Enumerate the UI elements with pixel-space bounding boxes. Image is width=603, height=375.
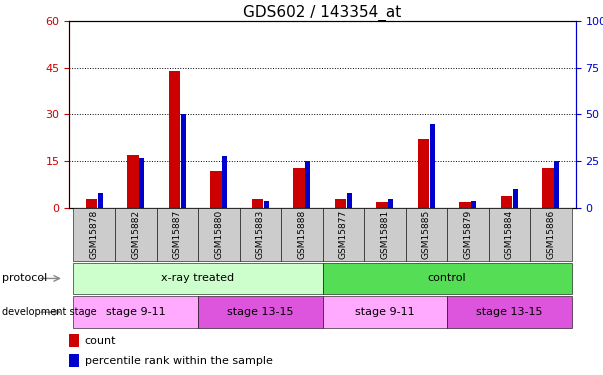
Text: GSM15879: GSM15879 xyxy=(464,210,472,259)
Bar xyxy=(335,199,346,208)
Bar xyxy=(323,262,572,294)
Text: GSM15877: GSM15877 xyxy=(339,210,348,259)
Bar xyxy=(264,201,268,208)
Bar xyxy=(169,70,180,208)
Bar xyxy=(198,208,239,261)
Bar xyxy=(115,208,157,261)
Text: stage 13-15: stage 13-15 xyxy=(476,307,543,317)
Bar xyxy=(293,168,305,208)
Bar xyxy=(251,199,264,208)
Bar xyxy=(198,296,323,328)
Bar xyxy=(181,114,186,208)
Bar xyxy=(388,199,393,208)
Text: control: control xyxy=(428,273,467,284)
Text: GSM15887: GSM15887 xyxy=(173,210,182,259)
Text: development stage: development stage xyxy=(2,307,96,317)
Text: stage 9-11: stage 9-11 xyxy=(106,307,166,317)
Bar xyxy=(139,158,144,208)
Bar xyxy=(281,208,323,261)
Bar xyxy=(98,193,103,208)
Bar xyxy=(447,296,572,328)
Bar xyxy=(69,334,79,347)
Text: GSM15882: GSM15882 xyxy=(131,210,140,259)
Bar xyxy=(406,208,447,261)
Text: GSM15880: GSM15880 xyxy=(214,210,223,259)
Text: count: count xyxy=(84,336,116,346)
Bar xyxy=(471,201,476,208)
Bar xyxy=(157,208,198,261)
Text: GSM15885: GSM15885 xyxy=(422,210,431,259)
Bar xyxy=(447,208,488,261)
Bar xyxy=(239,208,281,261)
Bar xyxy=(488,208,530,261)
Bar xyxy=(376,202,388,208)
Bar xyxy=(323,208,364,261)
Bar xyxy=(127,155,139,208)
Bar xyxy=(554,161,559,208)
Bar xyxy=(222,156,227,208)
Text: percentile rank within the sample: percentile rank within the sample xyxy=(84,356,273,366)
Bar xyxy=(459,202,471,208)
Bar xyxy=(74,208,115,261)
Text: GSM15886: GSM15886 xyxy=(546,210,555,259)
Text: stage 9-11: stage 9-11 xyxy=(355,307,415,317)
Bar xyxy=(210,171,222,208)
Bar xyxy=(513,189,518,208)
Bar xyxy=(430,124,435,208)
Text: GSM15881: GSM15881 xyxy=(380,210,390,259)
Text: x-ray treated: x-ray treated xyxy=(162,273,235,284)
Bar xyxy=(74,262,323,294)
Text: protocol: protocol xyxy=(2,273,47,284)
Text: stage 13-15: stage 13-15 xyxy=(227,307,294,317)
Bar xyxy=(364,208,406,261)
Text: GSM15884: GSM15884 xyxy=(505,210,514,259)
Bar xyxy=(69,354,79,367)
Text: GSM15888: GSM15888 xyxy=(297,210,306,259)
Title: GDS602 / 143354_at: GDS602 / 143354_at xyxy=(244,4,402,21)
Bar xyxy=(347,193,352,208)
Bar xyxy=(530,208,572,261)
Text: GSM15878: GSM15878 xyxy=(90,210,99,259)
Text: GSM15883: GSM15883 xyxy=(256,210,265,259)
Bar xyxy=(500,196,513,208)
Bar xyxy=(418,140,429,208)
Bar xyxy=(74,296,198,328)
Bar xyxy=(542,168,554,208)
Bar xyxy=(323,296,447,328)
Bar xyxy=(86,199,97,208)
Bar xyxy=(305,161,310,208)
